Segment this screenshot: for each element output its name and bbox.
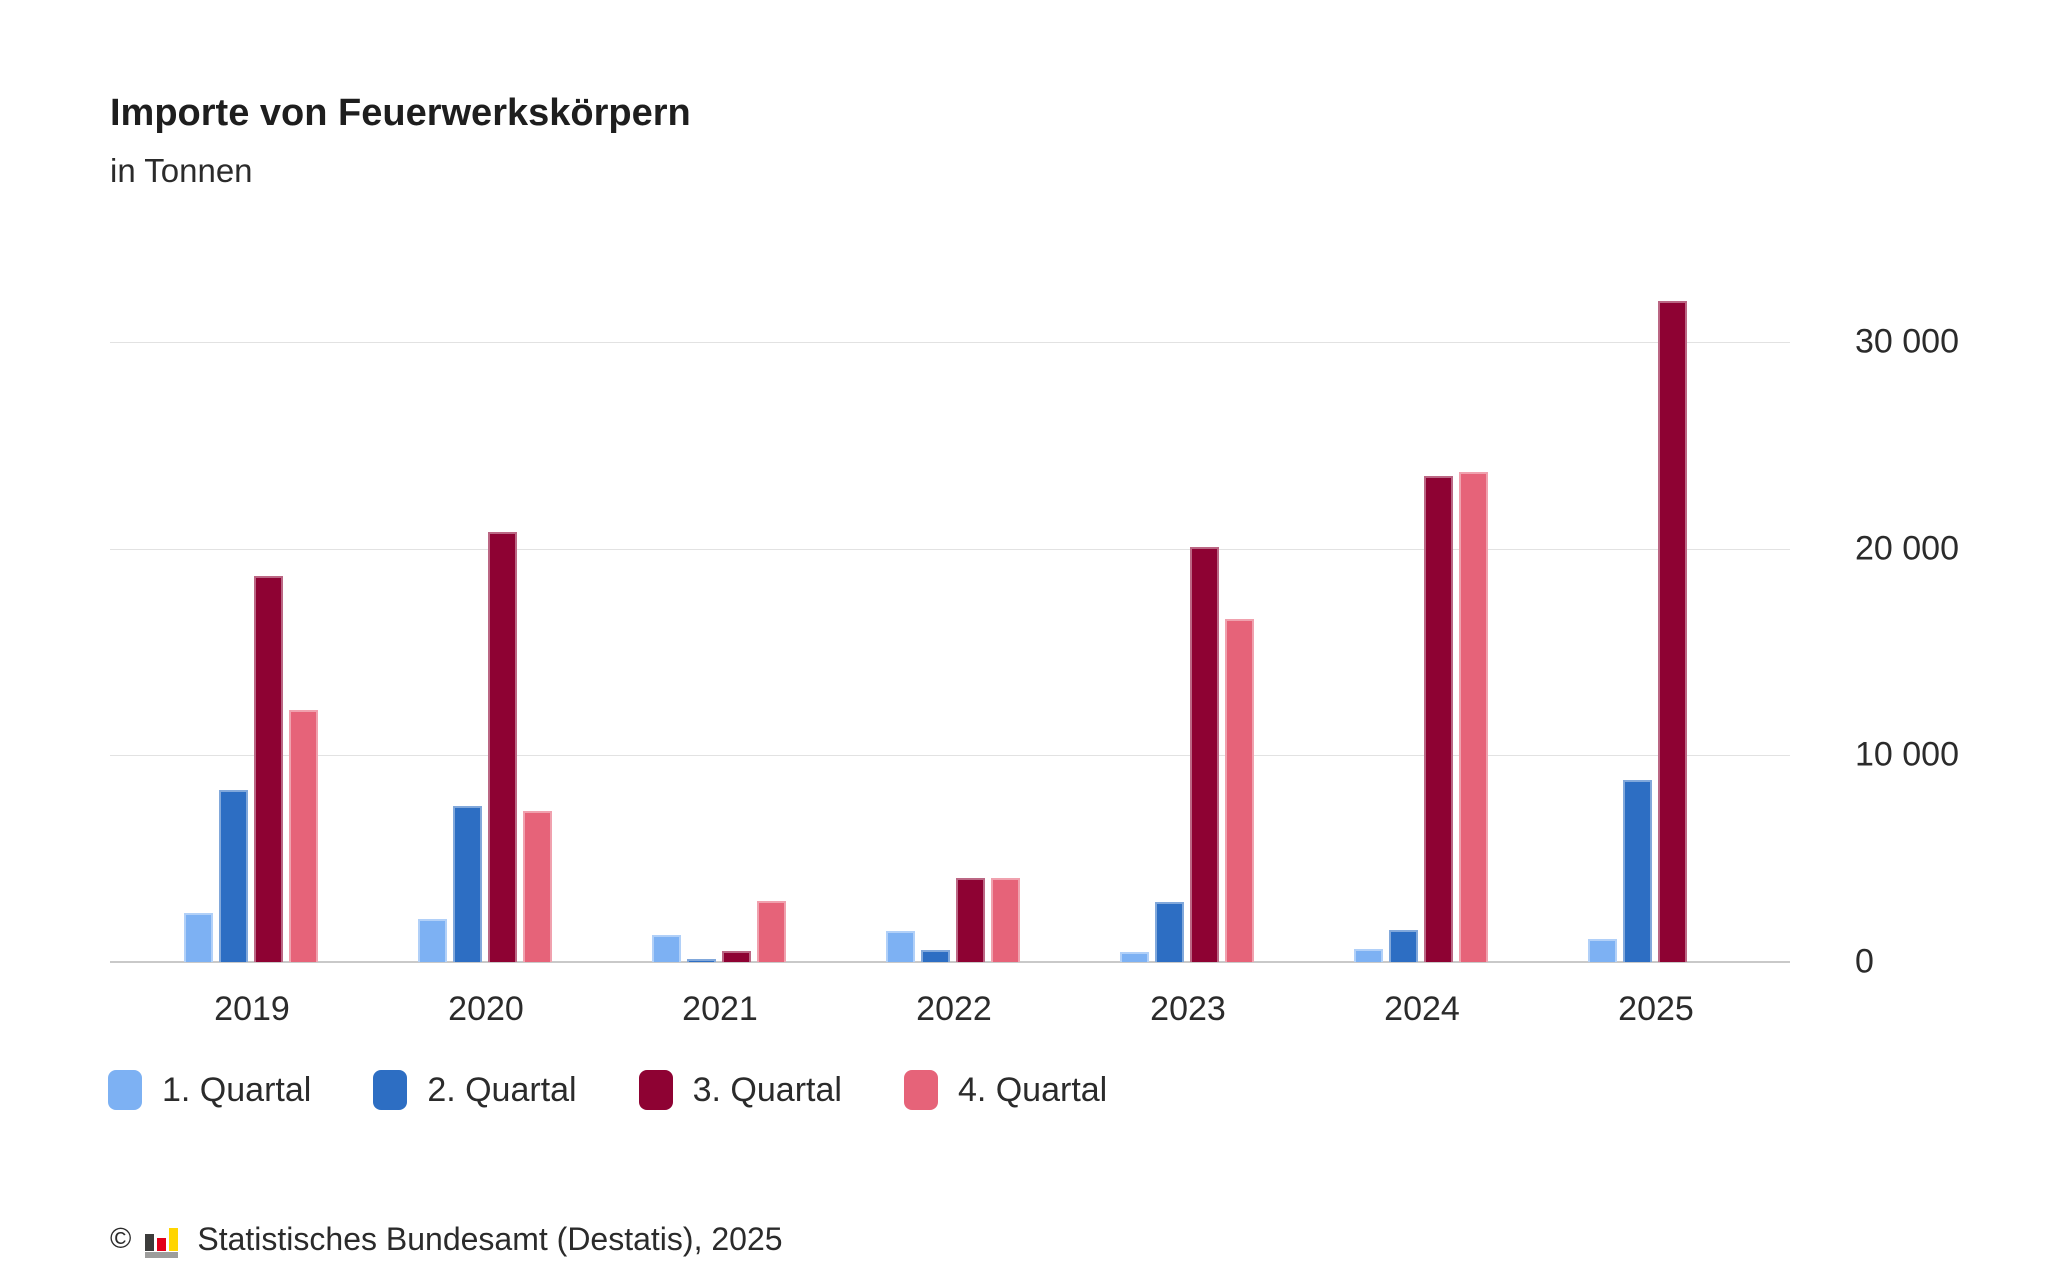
gridline-10000	[110, 755, 1790, 757]
y-axis-tick-0: 0	[1855, 942, 1874, 981]
bar-group-2025	[1588, 280, 1724, 962]
bar-group-2022	[886, 280, 1022, 962]
legend-item-q3[interactable]: 3. Quartal	[638, 1070, 842, 1110]
copyright-symbol: ©	[110, 1222, 132, 1255]
legend-swatch-q3	[638, 1070, 673, 1110]
bar-group-2021	[652, 280, 788, 962]
x-axis-label-2020: 2020	[448, 990, 524, 1028]
destatis-logo-icon	[143, 1220, 183, 1258]
chart-header: Importe von Feuerwerkskörpern in Tonnen	[110, 92, 691, 190]
legend-item-q1[interactable]: 1. Quartal	[108, 1070, 311, 1110]
gridline-30000	[110, 342, 1790, 343]
bar-2023-q4[interactable]	[1225, 618, 1254, 962]
legend-label-q2: 2. Quartal	[427, 1070, 577, 1109]
legend-item-q2[interactable]: 2. Quartal	[373, 1070, 577, 1110]
bar-2021-q4[interactable]	[757, 901, 786, 962]
legend-label-q4: 4. Quartal	[957, 1070, 1108, 1109]
bar-2021-q3[interactable]	[722, 951, 751, 962]
bar-group-2023	[1120, 280, 1256, 962]
source-footer: © Statistisches Bundesamt (Destatis), 20…	[110, 1220, 783, 1258]
legend-swatch-q2	[373, 1070, 408, 1110]
x-axis-label-2024: 2024	[1384, 990, 1460, 1028]
x-axis-label-2021: 2021	[682, 990, 758, 1028]
y-axis-tick-30000: 30 000	[1855, 322, 1959, 361]
bar-2019-q3[interactable]	[254, 575, 283, 962]
legend-label-q3: 3. Quartal	[692, 1070, 842, 1109]
source-text: Statistisches Bundesamt (Destatis), 2025	[197, 1220, 783, 1257]
bar-2022-q1[interactable]	[886, 931, 915, 962]
bar-2022-q2[interactable]	[921, 949, 950, 962]
bar-2022-q3[interactable]	[956, 878, 985, 962]
x-axis-label-2022: 2022	[916, 990, 992, 1028]
gridline-20000	[110, 548, 1790, 550]
bar-2025-q2[interactable]	[1623, 780, 1652, 962]
legend: 1. Quartal 2. Quartal 3. Quartal 4. Quartal	[108, 1070, 1107, 1110]
legend-label-q1: 1. Quartal	[162, 1070, 312, 1109]
bar-group-2024	[1354, 280, 1490, 962]
bar-2024-q4[interactable]	[1459, 472, 1488, 962]
legend-swatch-q4	[903, 1070, 938, 1110]
bar-2021-q2[interactable]	[687, 958, 716, 962]
bar-2020-q3[interactable]	[488, 532, 517, 962]
bar-2024-q2[interactable]	[1389, 929, 1418, 962]
bar-group-2019	[184, 280, 320, 962]
chart-title: Importe von Feuerwerkskörpern	[110, 92, 691, 134]
bar-2023-q2[interactable]	[1155, 902, 1184, 962]
bar-2021-q1[interactable]	[652, 935, 681, 962]
y-axis-tick-20000: 20 000	[1855, 529, 1959, 568]
bar-group-2020	[418, 280, 554, 962]
bar-2019-q1[interactable]	[184, 913, 213, 962]
bar-2025-q3[interactable]	[1658, 300, 1687, 962]
bar-2023-q1[interactable]	[1120, 951, 1149, 962]
bar-2023-q3[interactable]	[1190, 546, 1219, 962]
legend-item-q4[interactable]: 4. Quartal	[903, 1070, 1108, 1110]
bar-2024-q3[interactable]	[1424, 476, 1453, 962]
x-axis-label-2019: 2019	[214, 990, 290, 1028]
gridline-0	[110, 961, 1790, 963]
chart-subtitle: in Tonnen	[110, 151, 253, 189]
x-axis-label-2023: 2023	[1150, 990, 1226, 1028]
bar-2025-q1[interactable]	[1588, 939, 1617, 962]
y-axis-tick-10000: 10 000	[1855, 735, 1959, 774]
bar-2020-q2[interactable]	[453, 805, 482, 962]
bar-2019-q2[interactable]	[219, 790, 248, 962]
bar-2022-q4[interactable]	[991, 878, 1020, 962]
plot-area: 0 10 000 20 000 30 000 2019 2020 2021 2022 2023 2…	[110, 280, 1959, 1028]
legend-swatch-q1	[108, 1070, 142, 1110]
x-axis-label-2025: 2025	[1618, 990, 1694, 1028]
bar-2020-q1[interactable]	[418, 918, 447, 962]
bar-2019-q4[interactable]	[289, 709, 318, 962]
bar-2024-q1[interactable]	[1354, 948, 1383, 962]
bar-2020-q4[interactable]	[523, 811, 552, 962]
